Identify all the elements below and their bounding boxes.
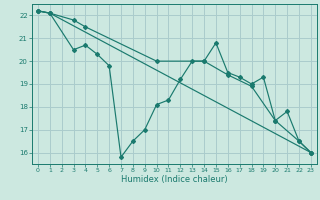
X-axis label: Humidex (Indice chaleur): Humidex (Indice chaleur) <box>121 175 228 184</box>
